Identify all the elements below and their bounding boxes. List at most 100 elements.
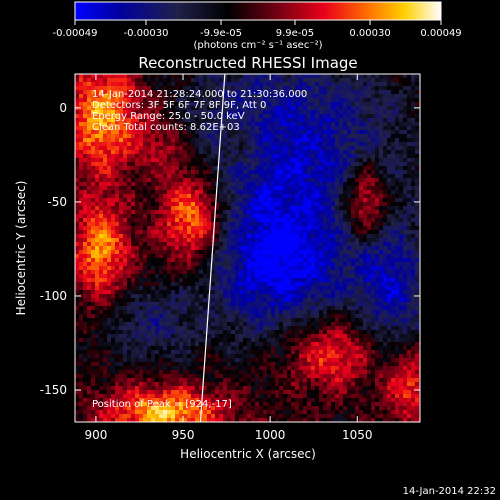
heatmap-cell [175, 254, 180, 259]
heatmap-cell [183, 74, 188, 79]
heatmap-cell [175, 114, 180, 119]
heatmap-cell [291, 106, 296, 111]
heatmap-cell [283, 246, 288, 251]
heatmap-cell [323, 206, 328, 211]
heatmap-cell [199, 274, 204, 279]
heatmap-cell [287, 134, 292, 139]
heatmap-cell [271, 130, 276, 135]
heatmap-cell [179, 142, 184, 147]
heatmap-cell [339, 142, 344, 147]
heatmap-cell [275, 94, 280, 99]
heatmap-cell [319, 86, 324, 91]
heatmap-cell [387, 174, 392, 179]
heatmap-cell [299, 286, 304, 291]
heatmap-cell [271, 166, 276, 171]
heatmap-cell [315, 122, 320, 127]
heatmap-cell [251, 186, 256, 191]
heatmap-cell [227, 126, 232, 131]
heatmap-cell [295, 98, 300, 103]
heatmap-cell [235, 158, 240, 163]
heatmap-cell [211, 206, 216, 211]
heatmap-cell [411, 218, 416, 223]
heatmap-cell [299, 122, 304, 127]
heatmap-cell [275, 266, 280, 271]
heatmap-cell [347, 98, 352, 103]
heatmap-cell [387, 210, 392, 215]
heatmap-cell [207, 142, 212, 147]
heatmap-cell [379, 278, 384, 283]
heatmap-cell [195, 154, 200, 159]
heatmap-cell [203, 222, 208, 227]
heatmap-cell [143, 174, 148, 179]
heatmap-cell [323, 270, 328, 275]
heatmap-cell [363, 82, 368, 87]
heatmap-cell [163, 286, 168, 291]
heatmap-cell [323, 158, 328, 163]
heatmap-cell [227, 114, 232, 119]
heatmap-cell [83, 206, 88, 211]
heatmap-cell [415, 198, 420, 203]
heatmap-cell [239, 262, 244, 267]
heatmap-cell [379, 106, 384, 111]
heatmap-cell [339, 262, 344, 267]
heatmap-cell [147, 238, 152, 243]
heatmap-cell [287, 298, 292, 303]
heatmap-cell [183, 106, 188, 111]
heatmap-cell [335, 214, 340, 219]
heatmap-cell [383, 134, 388, 139]
heatmap-cell [395, 218, 400, 223]
heatmap-cell [391, 266, 396, 271]
heatmap-cell [163, 262, 168, 267]
heatmap-cell [115, 234, 120, 239]
heatmap-cell [115, 74, 120, 79]
heatmap-cell [375, 134, 380, 139]
heatmap-cell [175, 86, 180, 91]
heatmap-cell [171, 202, 176, 207]
heatmap-cell [367, 266, 372, 271]
heatmap-cell [407, 142, 412, 147]
heatmap-cell [271, 178, 276, 183]
heatmap-cell [175, 266, 180, 271]
heatmap-cell [231, 298, 236, 303]
heatmap-cell [315, 254, 320, 259]
heatmap-cell [347, 142, 352, 147]
heatmap-cell [379, 290, 384, 295]
heatmap-cell [275, 218, 280, 223]
heatmap-cell [227, 122, 232, 127]
heatmap-cell [255, 218, 260, 223]
heatmap-cell [227, 142, 232, 147]
heatmap-cell [287, 214, 292, 219]
heatmap-cell [107, 246, 112, 251]
heatmap-cell [179, 298, 184, 303]
heatmap-cell [215, 170, 220, 175]
heatmap-cell [287, 282, 292, 287]
heatmap-cell [191, 102, 196, 107]
heatmap-cell [207, 218, 212, 223]
heatmap-cell [127, 106, 132, 111]
heatmap-cell [411, 142, 416, 147]
heatmap-cell [343, 138, 348, 143]
heatmap-cell [167, 238, 172, 243]
heatmap-cell [275, 114, 280, 119]
heatmap-cell [91, 170, 96, 175]
heatmap-cell [415, 86, 420, 91]
heatmap-cell [83, 158, 88, 163]
heatmap-cell [291, 146, 296, 151]
heatmap-cell [127, 178, 132, 183]
heatmap-cell [375, 254, 380, 259]
heatmap-cell [263, 174, 268, 179]
heatmap-cell [115, 182, 120, 187]
heatmap-cell [415, 218, 420, 223]
heatmap-cell [375, 154, 380, 159]
heatmap-cell [259, 218, 264, 223]
heatmap-cell [283, 98, 288, 103]
heatmap-cell [231, 190, 236, 195]
heatmap-cell [371, 122, 376, 127]
heatmap-cell [267, 258, 272, 263]
heatmap-cell [131, 262, 136, 267]
heatmap-cell [375, 294, 380, 299]
heatmap-cell [103, 262, 108, 267]
heatmap-cell [251, 226, 256, 231]
heatmap-cell [319, 222, 324, 227]
heatmap-cell [251, 138, 256, 143]
